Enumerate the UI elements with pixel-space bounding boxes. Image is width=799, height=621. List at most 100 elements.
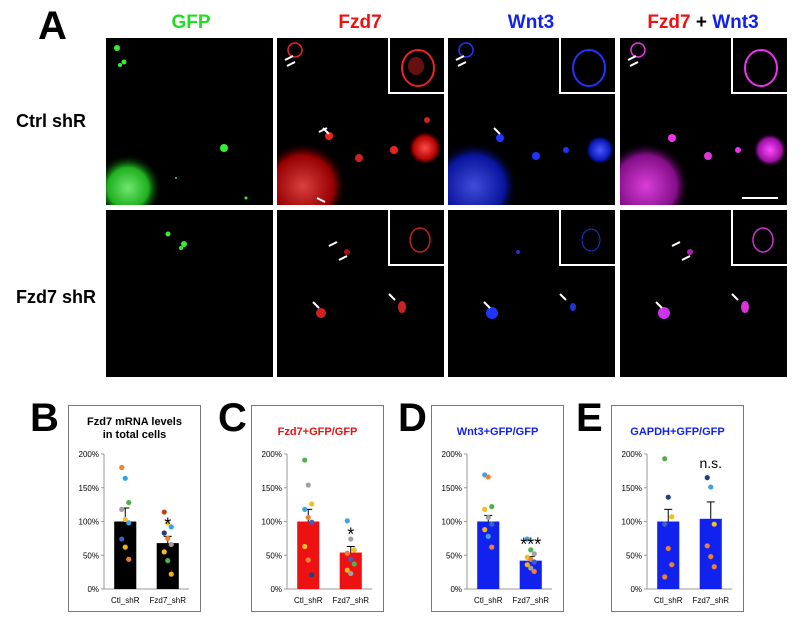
chart-e-data-point — [662, 456, 668, 462]
chart-b-title-line2: in total cells — [102, 429, 167, 441]
inset-fzd7shr-merge — [731, 210, 787, 266]
chart-d-ytick-label: 50% — [446, 551, 462, 560]
chart-c-data-point — [344, 518, 350, 524]
chart-b-data-point — [122, 475, 128, 481]
chart-b-ytick-label: 50% — [83, 551, 99, 560]
chart-e-category-label: Ctl_shR — [654, 596, 683, 605]
chart-c-ytick-label: 100% — [262, 518, 282, 527]
chart-c-data-point — [309, 501, 315, 507]
chart-b-data-point — [168, 524, 174, 530]
chart-b-ytick-label: 150% — [79, 484, 99, 493]
chart-e-bar — [699, 518, 722, 589]
panel-letter-e: E — [576, 396, 603, 440]
inset-fzd7shr-fzd7 — [388, 210, 444, 266]
column-title-gfp: GFP — [171, 12, 211, 33]
chart-c-title: Fzd7+GFP/GFP — [277, 426, 358, 438]
chart-e: GAPDH+GFP/GFP 0% 50% 100% 150% 200% Ctl_shR Fz… — [611, 405, 744, 612]
chart-d-ytick-label: 200% — [442, 450, 462, 459]
inset-ctrl-wnt3 — [559, 38, 615, 94]
chart-b-data-point — [165, 558, 171, 564]
chart-d-plot: 0% 50% 100% 150% 200% Ctl_shR Fzd7_shR *** — [442, 450, 552, 605]
inset-fzd7shr-wnt3 — [559, 210, 615, 266]
panel-letter-a: A — [38, 4, 67, 48]
chart-d-data-point — [528, 547, 534, 553]
micrograph-fzd7shr-gfp — [106, 210, 273, 377]
chart-b-category-label: Fzd7_shR — [150, 596, 187, 605]
chart-c-data-point — [305, 557, 311, 563]
chart-d-data-point — [485, 474, 491, 480]
chart-e-data-point — [708, 554, 714, 560]
micrograph-ctrl-merge — [620, 38, 787, 205]
chart-b-data-point — [126, 520, 132, 526]
chart-d-data-point — [531, 568, 537, 575]
chart-e-ytick-label: 50% — [626, 551, 642, 560]
chart-c-data-point — [344, 567, 350, 573]
micrograph-fzd7shr-fzd7 — [277, 210, 444, 377]
chart-d-title: Wnt3+GFP/GFP — [456, 426, 539, 438]
chart-e-data-point — [711, 564, 717, 570]
merge-title-wnt3: Wnt3 — [712, 12, 759, 33]
chart-c-significance-label: * — [347, 524, 354, 544]
chart-d-ytick-label: 100% — [442, 518, 462, 527]
chart-e-data-point — [669, 514, 675, 520]
chart-d-data-point — [489, 544, 495, 550]
chart-c-ytick-label: 0% — [270, 585, 282, 594]
chart-b-title: Fzd7 mRNA levels in total cells — [69, 416, 200, 442]
chart-c-bar — [297, 521, 320, 589]
chart-b-data-point — [126, 556, 132, 562]
panel-letter-d: D — [398, 396, 427, 440]
chart-e-data-point — [669, 562, 675, 568]
chart-b-bar — [114, 521, 137, 589]
chart-c-plot: 0% 50% 100% 150% 200% Ctl_shR Fzd7_shR * — [262, 450, 372, 605]
chart-d-data-point — [528, 556, 534, 562]
chart-b-plot: 0% 50% 100% 150% 200% Ctl_shR Fzd7_shR * — [79, 450, 189, 605]
chart-e-data-point — [708, 484, 714, 490]
chart-c-category-label: Fzd7_shR — [333, 596, 370, 605]
chart-c-data-point — [305, 514, 311, 521]
chart-d-data-point — [524, 536, 530, 542]
chart-b: Fzd7 mRNA levels in total cells 0% 50% 100… — [68, 405, 201, 612]
chart-e-ytick-label: 100% — [622, 518, 642, 527]
chart-d-data-point — [531, 559, 537, 565]
chart-d-data-point — [524, 562, 530, 568]
chart-d-data-point — [485, 533, 491, 539]
chart-e-data-point — [665, 494, 671, 500]
chart-c-data-point — [348, 556, 354, 562]
micrograph-ctrl-gfp — [106, 38, 273, 205]
chart-e-plot: 0% 50% 100% 150% 200% Ctl_shR Fzd7_shR n.s. — [622, 450, 732, 605]
chart-e-data-point — [665, 545, 671, 552]
chart-d-data-point — [489, 521, 495, 527]
chart-e-ytick-label: 0% — [630, 585, 642, 594]
chart-d: Wnt3+GFP/GFP 0% 50% 100% 150% 200% Ctl_shR Fzd… — [431, 405, 564, 612]
chart-d-bar — [477, 521, 500, 589]
chart-b-data-point — [168, 571, 174, 577]
chart-b-bar — [156, 543, 179, 589]
micrograph-ctrl-wnt3 — [448, 38, 615, 205]
chart-b-ytick-label: 200% — [79, 450, 99, 459]
merge-title-plus: + — [690, 12, 713, 33]
chart-b-data-point — [168, 541, 174, 548]
chart-c-data-point — [302, 543, 308, 550]
inset-ctrl-merge — [731, 38, 787, 94]
chart-e-ytick-label: 200% — [622, 450, 642, 459]
chart-c-data-point — [344, 550, 350, 556]
chart-e-data-point — [704, 543, 710, 549]
chart-d-category-label: Fzd7_shR — [513, 596, 550, 605]
chart-b-significance-label: * — [164, 514, 171, 534]
chart-e-ytick-label: 150% — [622, 484, 642, 493]
chart-b-title-line1: Fzd7 mRNA levels — [87, 416, 182, 428]
chart-d-data-point — [482, 506, 488, 512]
merge-title-fzd7: Fzd7 — [647, 12, 691, 33]
chart-b-data-point — [161, 509, 167, 515]
chart-d-data-point — [489, 504, 495, 510]
chart-d-ytick-label: 150% — [442, 484, 462, 493]
chart-b-data-point — [165, 520, 171, 526]
chart-c-data-point — [348, 570, 354, 577]
chart-d-data-point — [485, 514, 491, 521]
chart-b-data-point — [119, 536, 125, 542]
chart-b-data-point — [119, 464, 125, 471]
chart-d-data-point — [528, 565, 534, 571]
chart-c-data-point — [309, 572, 315, 578]
chart-b-data-point — [122, 516, 128, 523]
micrograph-fzd7shr-wnt3 — [448, 210, 615, 377]
